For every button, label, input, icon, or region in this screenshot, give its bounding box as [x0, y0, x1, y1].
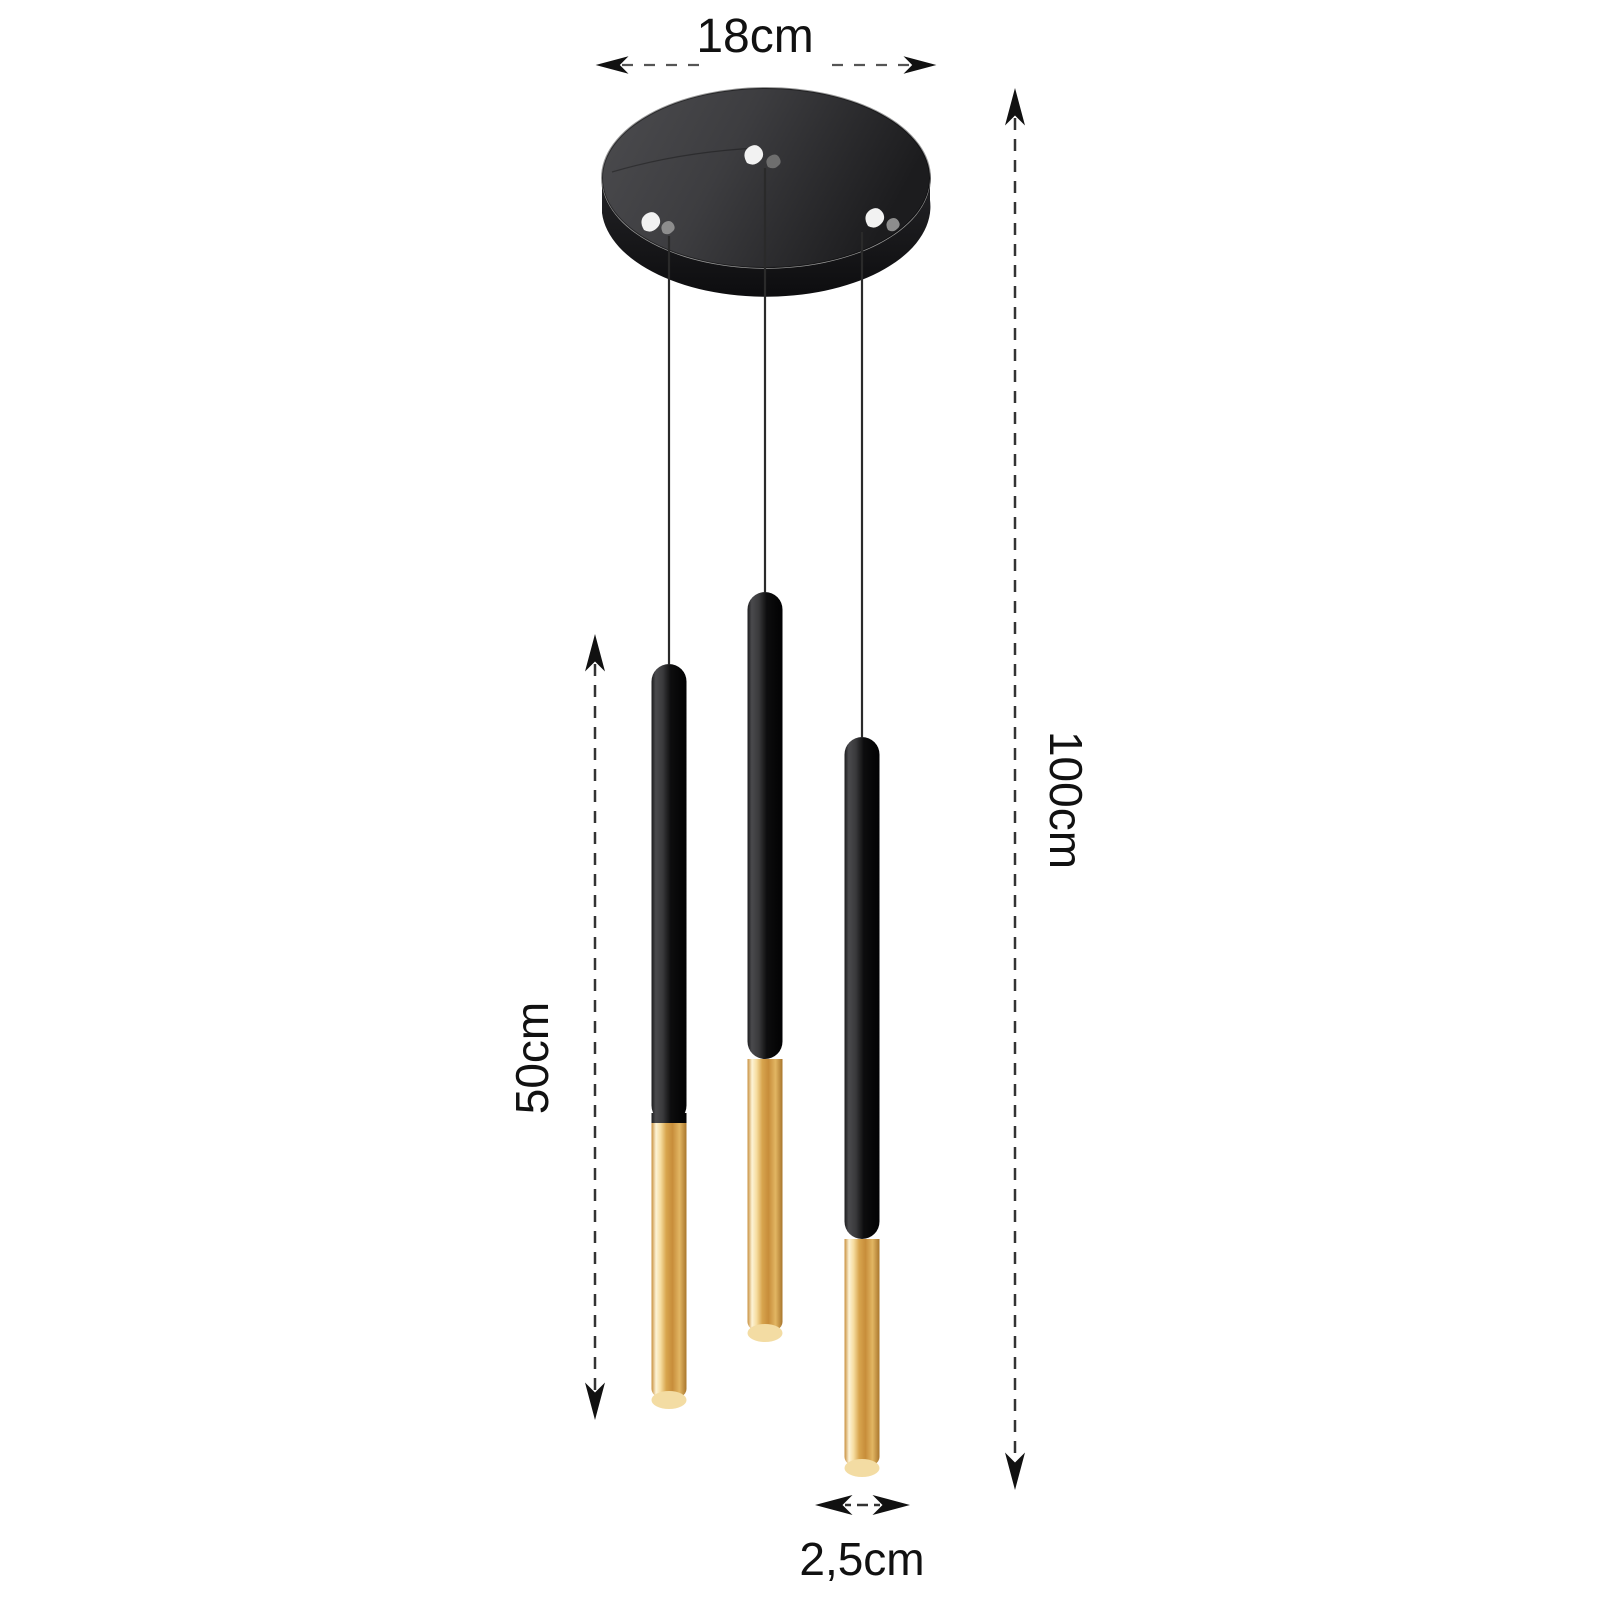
svg-text:18cm: 18cm [696, 10, 813, 63]
svg-text:100cm: 100cm [1040, 731, 1092, 869]
svg-text:50cm: 50cm [506, 1002, 558, 1114]
svg-text:2,5cm: 2,5cm [799, 1533, 924, 1585]
